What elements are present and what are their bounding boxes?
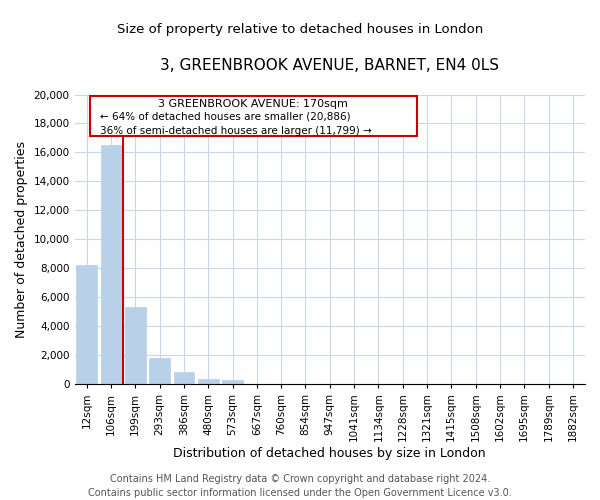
Bar <box>125 307 146 384</box>
Bar <box>198 380 218 384</box>
Text: Size of property relative to detached houses in London: Size of property relative to detached ho… <box>117 22 483 36</box>
X-axis label: Distribution of detached houses by size in London: Distribution of detached houses by size … <box>173 447 486 460</box>
Bar <box>149 358 170 384</box>
Y-axis label: Number of detached properties: Number of detached properties <box>15 140 28 338</box>
FancyBboxPatch shape <box>90 96 416 136</box>
Text: 3 GREENBROOK AVENUE: 170sqm: 3 GREENBROOK AVENUE: 170sqm <box>158 99 348 109</box>
Bar <box>101 145 121 384</box>
Bar <box>76 265 97 384</box>
Bar <box>173 372 194 384</box>
Text: Contains HM Land Registry data © Crown copyright and database right 2024.
Contai: Contains HM Land Registry data © Crown c… <box>88 474 512 498</box>
Text: ← 64% of detached houses are smaller (20,886): ← 64% of detached houses are smaller (20… <box>100 112 350 122</box>
Title: 3, GREENBROOK AVENUE, BARNET, EN4 0LS: 3, GREENBROOK AVENUE, BARNET, EN4 0LS <box>160 58 499 72</box>
Text: 36% of semi-detached houses are larger (11,799) →: 36% of semi-detached houses are larger (… <box>100 126 372 136</box>
Bar <box>222 380 243 384</box>
